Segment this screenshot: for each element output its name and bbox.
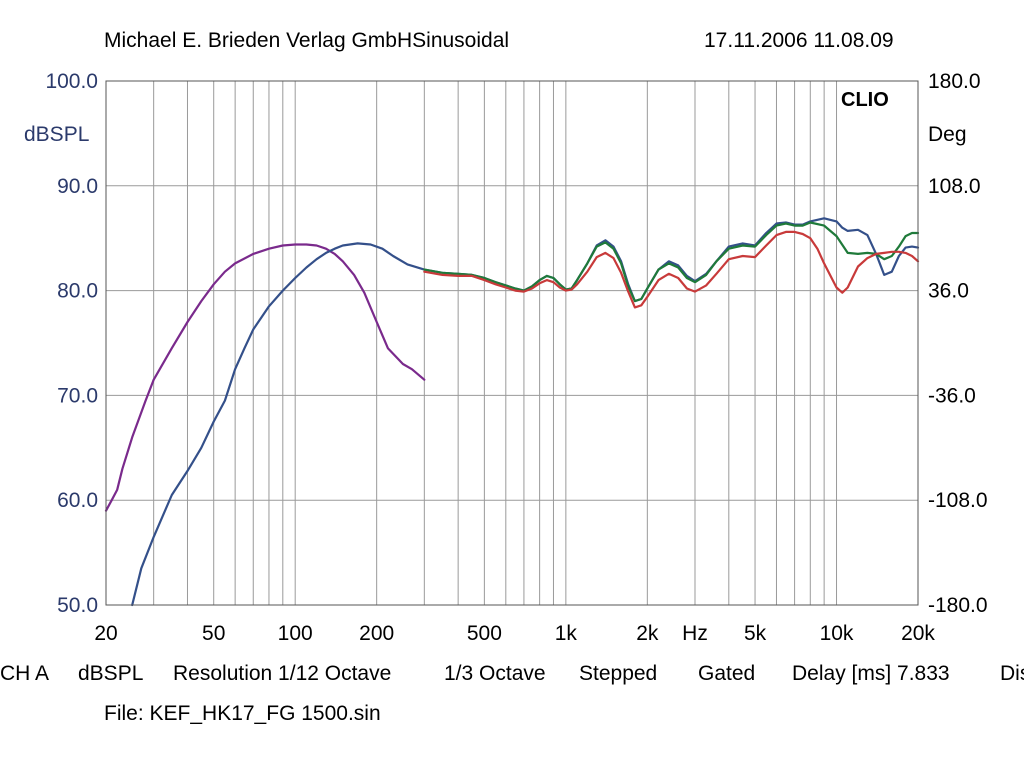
footer-cut: Dis (1000, 662, 1024, 685)
y2-axis-label: Deg (928, 123, 967, 146)
y-tick-label: 90.0 (57, 175, 98, 198)
y-tick-label: 80.0 (57, 280, 98, 303)
footer-smoothing: 1/3 Octave (444, 662, 546, 685)
footer-resolution: Resolution 1/12 Octave (173, 662, 392, 685)
header-datetime: 17.11.2006 11.08.09 (704, 29, 894, 52)
y2-tick-label: 180.0 (928, 70, 981, 93)
series-lines (104, 217, 920, 607)
y-axis-label: dBSPL (24, 123, 90, 146)
x-tick-label: 200 (359, 622, 394, 645)
y-tick-label: 100.0 (45, 70, 98, 93)
footer-mode: Stepped (579, 662, 658, 685)
x-tick-label: 100 (278, 622, 313, 645)
footer-unit: dBSPL (78, 662, 144, 685)
y2-tick-label: -180.0 (928, 594, 988, 617)
plot-frame (105, 80, 919, 606)
y-tick-label: 70.0 (57, 384, 98, 407)
clio-badge: CLIO (841, 89, 889, 111)
series-line-3 (423, 221, 920, 303)
footer-file: File: KEF_HK17_FG 1500.sin (104, 702, 381, 725)
x-tick-label: 2k (636, 622, 659, 645)
y2-tick-label: 36.0 (928, 280, 969, 303)
header-left: Michael E. Brieden Verlag GmbHSinusoidal (104, 29, 510, 52)
axis-labels: 100.0 90.0 80.0 70.0 60.0 50.0 180.0 108.0 36.0 -… (45, 70, 987, 645)
x-tick-label: 500 (467, 622, 502, 645)
x-tick-label: 10k (820, 622, 854, 645)
y2-tick-label: -36.0 (928, 384, 976, 407)
y2-tick-label: -108.0 (928, 489, 988, 512)
x-tick-label: 20 (94, 622, 117, 645)
y-tick-label: 50.0 (57, 594, 98, 617)
grid (105, 80, 919, 606)
x-axis-label: Hz (682, 622, 708, 645)
y-tick-label: 60.0 (57, 489, 98, 512)
x-tick-label: 20k (901, 622, 935, 645)
x-tick-label: 1k (555, 622, 578, 645)
series-line-1 (104, 243, 426, 512)
series-line-2 (131, 217, 920, 607)
footer-channel: CH A (0, 662, 50, 685)
x-tick-label: 5k (744, 622, 767, 645)
x-tick-label: 50 (202, 622, 225, 645)
y2-tick-label: 108.0 (928, 175, 981, 198)
footer-gating: Gated (698, 662, 756, 685)
footer-delay: Delay [ms] 7.833 (792, 662, 950, 685)
series-line-4 (423, 230, 920, 309)
